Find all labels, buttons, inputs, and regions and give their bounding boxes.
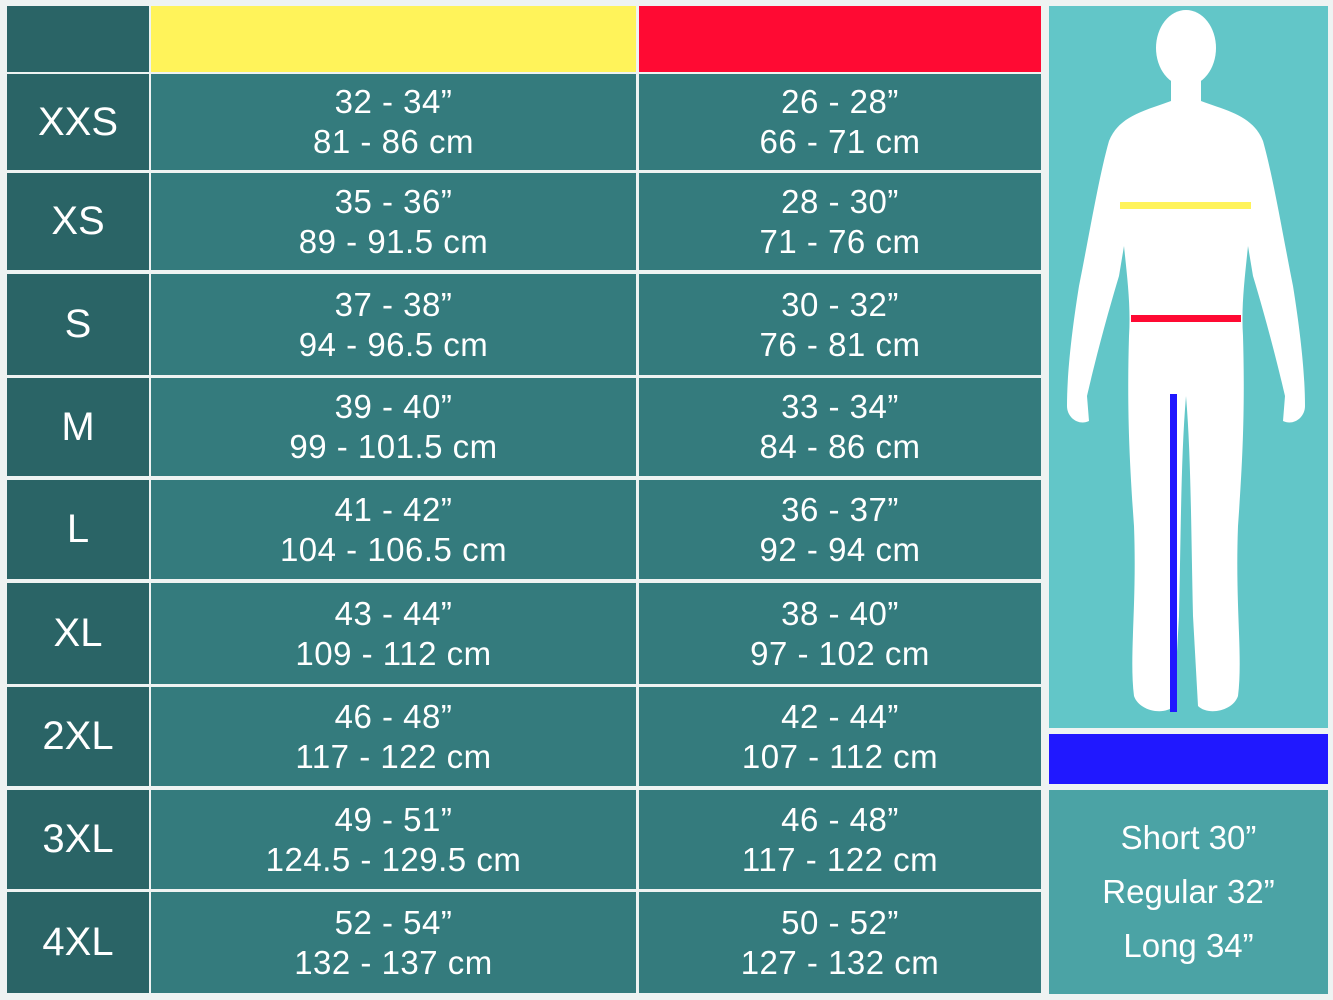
waist-cell: 42 - 44” 107 - 112 cm (639, 687, 1041, 786)
chest-cell: 49 - 51” 124.5 - 129.5 cm (151, 790, 636, 889)
waist-cm-value: 76 - 81 cm (759, 325, 921, 363)
waist-in-value: 30 - 32” (781, 285, 899, 323)
chest-cm-value: 94 - 96.5 cm (298, 325, 489, 363)
inseam-short: Short 30” (1120, 819, 1257, 856)
size-label: M (7, 378, 149, 476)
chest-measure-line (1120, 202, 1251, 209)
chest-header-swatch (151, 6, 636, 72)
size-label: XS (7, 173, 149, 270)
chest-cell: 32 - 34” 81 - 86 cm (151, 74, 636, 170)
chest-cell: 52 - 54” 132 - 137 cm (151, 892, 636, 993)
waist-in-value: 28 - 30” (781, 182, 899, 220)
chest-cell: 43 - 44” 109 - 112 cm (151, 583, 636, 684)
chest-cell: 41 - 42” 104 - 106.5 cm (151, 480, 636, 579)
chest-cm-value: 89 - 91.5 cm (298, 222, 489, 260)
chest-cm-value: 124.5 - 129.5 cm (265, 840, 522, 878)
chest-cm-value: 99 - 101.5 cm (289, 428, 498, 465)
waist-in-value: 26 - 28” (781, 83, 899, 120)
size-label: L (7, 480, 149, 579)
chest-in-value: 41 - 42” (334, 490, 453, 528)
inseam-regular: Regular 32” (1102, 873, 1275, 910)
chest-cm-value: 132 - 137 cm (294, 943, 493, 981)
inseam-color-bar (1049, 734, 1328, 784)
waist-in-value: 38 - 40” (781, 594, 899, 632)
chest-in-value: 43 - 44” (334, 594, 453, 632)
waist-cell: 28 - 30” 71 - 76 cm (639, 173, 1041, 270)
waist-in-value: 42 - 44” (781, 697, 899, 735)
size-label: S (7, 274, 149, 375)
waist-in-value: 50 - 52” (781, 903, 899, 941)
chest-cm-value: 81 - 86 cm (313, 123, 474, 160)
chest-cell: 35 - 36” 89 - 91.5 cm (151, 173, 636, 270)
chest-in-value: 52 - 54” (334, 903, 453, 941)
inseam-lengths-panel: Short 30” Regular 32” Long 34” (1049, 790, 1328, 994)
waist-cm-value: 117 - 122 cm (741, 840, 939, 878)
chest-in-value: 32 - 34” (334, 83, 453, 120)
chest-in-value: 35 - 36” (334, 182, 453, 220)
human-body-silhouette-icon (1067, 10, 1305, 712)
inseam-long: Long 34” (1123, 927, 1254, 964)
waist-cell: 26 - 28” 66 - 71 cm (639, 74, 1041, 170)
chest-cm-value: 117 - 122 cm (295, 737, 492, 775)
chest-in-value: 37 - 38” (334, 285, 453, 323)
waist-cm-value: 71 - 76 cm (759, 222, 921, 260)
waist-cell: 33 - 34” 84 - 86 cm (639, 378, 1041, 476)
waist-cm-value: 127 - 132 cm (740, 943, 940, 981)
waist-cell: 38 - 40” 97 - 102 cm (639, 583, 1041, 684)
waist-cm-value: 92 - 94 cm (759, 530, 921, 568)
size-label: XL (7, 583, 149, 684)
waist-cm-value: 66 - 71 cm (759, 123, 921, 160)
header-corner (7, 6, 149, 72)
waist-cm-value: 84 - 86 cm (759, 428, 921, 465)
chest-cm-value: 104 - 106.5 cm (279, 530, 508, 568)
size-label: 4XL (7, 892, 149, 993)
chest-cell: 39 - 40” 99 - 101.5 cm (151, 378, 636, 476)
inseam-measure-line (1170, 394, 1177, 712)
size-label: XXS (7, 74, 149, 170)
waist-cell: 46 - 48” 117 - 122 cm (639, 790, 1041, 889)
chest-in-value: 46 - 48” (334, 697, 453, 735)
size-label: 3XL (7, 790, 149, 889)
waist-cell: 30 - 32” 76 - 81 cm (639, 274, 1041, 375)
waist-header-swatch (639, 6, 1041, 72)
chest-in-value: 39 - 40” (334, 388, 453, 425)
waist-cell: 50 - 52” 127 - 132 cm (639, 892, 1041, 993)
body-figure-panel (1049, 6, 1328, 728)
waist-cm-value: 97 - 102 cm (750, 634, 930, 672)
waist-measure-line (1131, 315, 1241, 322)
chest-cell: 46 - 48” 117 - 122 cm (151, 687, 636, 786)
chest-in-value: 49 - 51” (334, 800, 453, 838)
waist-in-value: 36 - 37” (781, 490, 899, 528)
waist-in-value: 33 - 34” (781, 388, 899, 425)
waist-in-value: 46 - 48” (781, 800, 899, 838)
waist-cm-value: 107 - 112 cm (741, 737, 939, 775)
size-label: 2XL (7, 687, 149, 786)
chest-cell: 37 - 38” 94 - 96.5 cm (151, 274, 636, 375)
waist-cell: 36 - 37” 92 - 94 cm (639, 480, 1041, 579)
chest-cm-value: 109 - 112 cm (295, 634, 492, 672)
